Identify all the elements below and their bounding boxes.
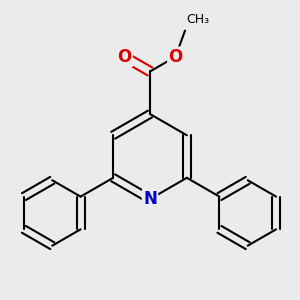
Text: CH₃: CH₃ bbox=[187, 13, 210, 26]
Text: N: N bbox=[143, 190, 157, 208]
Text: O: O bbox=[117, 48, 132, 66]
Text: O: O bbox=[168, 48, 183, 66]
